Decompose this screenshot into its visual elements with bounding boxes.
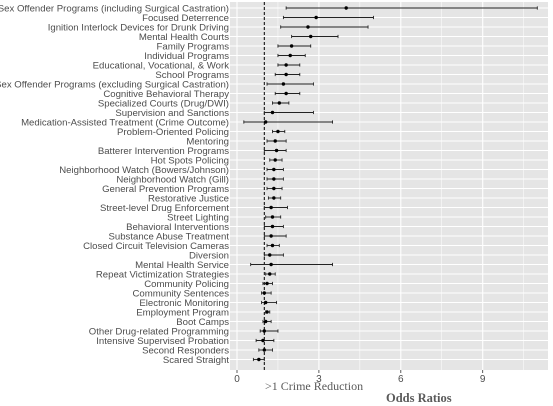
category-label: Repeat Victimization Strategies xyxy=(96,269,229,280)
point-estimate xyxy=(272,177,276,181)
category-label: Street Lighting xyxy=(167,212,229,223)
x-axis-title: Odds Ratios xyxy=(386,391,452,405)
point-estimate xyxy=(269,234,273,238)
point-estimate xyxy=(262,348,266,352)
point-estimate xyxy=(309,34,313,39)
data-marks xyxy=(243,6,538,362)
point-estimate xyxy=(281,82,286,86)
point-estimate xyxy=(277,101,282,105)
category-label: Educational, Vocational, & Work xyxy=(93,60,230,71)
point-estimate xyxy=(270,215,275,219)
point-estimate xyxy=(263,120,268,124)
category-label: Supervision and Sanctions xyxy=(115,108,229,119)
crime-reduction-annotation: >1 Crime Reduction xyxy=(265,379,363,393)
x-axis: 0 3 6 9 xyxy=(234,370,486,385)
category-label: Neighborhood Watch (Gill) xyxy=(116,174,229,185)
point-estimate xyxy=(276,129,280,134)
point-estimate xyxy=(274,148,279,153)
category-label: Sex Offender Programs (excluding Surgica… xyxy=(0,79,229,90)
point-estimate xyxy=(314,15,318,20)
category-label: Street-level Drug Enforcement xyxy=(100,203,229,214)
point-estimate xyxy=(272,186,276,191)
category-label: Neighborhood Watch (Bowers/Johnson) xyxy=(59,165,229,176)
category-label: Second Responders xyxy=(142,345,229,356)
point-estimate xyxy=(270,110,275,115)
point-estimate xyxy=(270,224,275,229)
category-label: Mental Health Courts xyxy=(139,32,229,43)
point-estimate xyxy=(272,196,276,200)
category-label: Boot Camps xyxy=(176,317,229,328)
point-estimate xyxy=(272,167,276,172)
point-estimate xyxy=(263,300,268,305)
x-tick-label: 6 xyxy=(398,374,404,385)
point-estimate xyxy=(269,262,273,267)
point-estimate xyxy=(257,357,261,362)
category-label: Electronic Monitoring xyxy=(139,298,229,309)
point-estimate xyxy=(265,281,269,286)
category-label: Intensive Supervised Probation xyxy=(96,336,229,347)
point-estimate xyxy=(273,139,277,143)
x-tick-label: 0 xyxy=(234,374,240,385)
point-estimate xyxy=(284,63,288,67)
category-label: Mentoring xyxy=(186,136,229,147)
category-label: Specialized Courts (Drug/DWI) xyxy=(98,98,229,109)
category-label: Focused Deterrence xyxy=(142,13,229,24)
x-tick-label: 3 xyxy=(316,374,322,385)
point-estimate xyxy=(284,72,288,77)
category-label: Hot Spots Policing xyxy=(151,155,229,166)
point-estimate xyxy=(269,205,273,210)
point-estimate xyxy=(261,338,265,343)
point-estimate xyxy=(288,53,292,58)
category-label: Diversion xyxy=(189,250,229,261)
point-estimate xyxy=(262,291,266,295)
point-estimate xyxy=(268,272,272,276)
category-label: Mental Health Service xyxy=(135,260,229,271)
point-estimate xyxy=(265,310,269,314)
point-estimate xyxy=(263,319,268,324)
category-label: Employment Program xyxy=(136,307,229,318)
point-estimate xyxy=(289,44,294,48)
category-label: Family Programs xyxy=(157,41,230,52)
category-labels: Sex Offender Programs (including Surgica… xyxy=(0,3,230,366)
category-label: Community Sentences xyxy=(132,288,229,299)
x-tick-label: 9 xyxy=(480,374,486,385)
category-label: Individual Programs xyxy=(144,51,229,62)
point-estimate xyxy=(270,243,275,248)
category-label: Sex Offender Programs (including Surgica… xyxy=(0,3,229,14)
point-estimate xyxy=(284,91,288,96)
point-estimate xyxy=(306,25,310,29)
category-label: School Programs xyxy=(155,70,229,81)
category-label: Restorative Justice xyxy=(148,193,229,204)
point-estimate xyxy=(273,158,277,162)
category-label: General Prevention Programs xyxy=(102,184,229,195)
category-label: Medication-Assisted Treatment (Crime Out… xyxy=(21,117,229,128)
category-label: Community Policing xyxy=(144,279,229,290)
point-estimate xyxy=(344,6,348,10)
category-label: Other Drug-related Programming xyxy=(89,326,229,337)
category-label: Cognitive Behavioral Therapy xyxy=(103,89,229,100)
category-label: Substance Abuse Treatment xyxy=(108,231,229,242)
grid-lines xyxy=(230,2,548,370)
category-label: Ignition Interlock Devices for Drunk Dri… xyxy=(48,22,229,33)
plot-panel xyxy=(230,2,548,370)
category-label: Problem-Oriented Policing xyxy=(117,127,229,138)
point-estimate xyxy=(262,329,266,333)
category-label: Closed Circuit Television Cameras xyxy=(83,241,229,252)
category-label: Behavioral Interventions xyxy=(126,222,229,233)
point-estimate xyxy=(268,253,272,257)
category-label: Batterer Intervention Programs xyxy=(98,146,229,157)
category-label: Scared Straight xyxy=(163,355,229,366)
